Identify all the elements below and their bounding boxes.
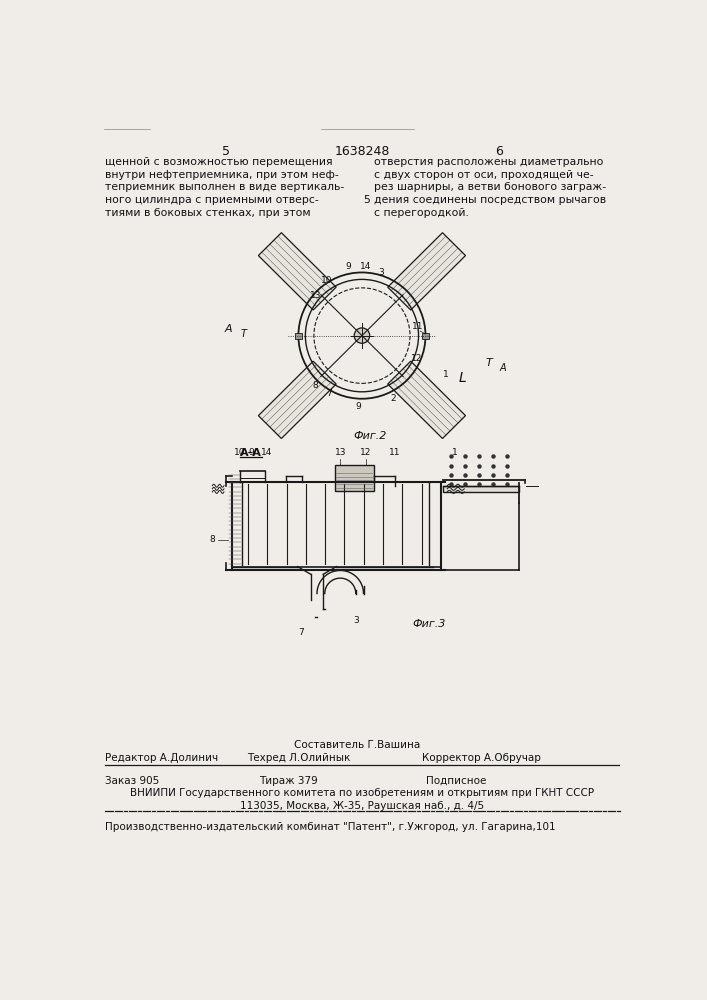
Polygon shape xyxy=(387,233,465,310)
Text: теприемник выполнен в виде вертикаль-: теприемник выполнен в виде вертикаль- xyxy=(105,182,345,192)
Text: Составитель Г.Вашина: Составитель Г.Вашина xyxy=(293,740,420,750)
Text: 13: 13 xyxy=(334,448,346,457)
Text: 3: 3 xyxy=(353,616,358,625)
Text: рез шарниры, а ветви бонового заграж-: рез шарниры, а ветви бонового заграж- xyxy=(373,182,606,192)
Text: 9: 9 xyxy=(345,262,351,271)
Text: щенной с возможностью перемещения: щенной с возможностью перемещения xyxy=(105,157,333,167)
Text: Т: Т xyxy=(240,329,246,339)
Text: 14: 14 xyxy=(261,448,272,457)
Text: Корректор А.Обручар: Корректор А.Обручар xyxy=(421,753,540,763)
Text: 8: 8 xyxy=(209,535,215,544)
Polygon shape xyxy=(387,361,465,439)
Text: с перегородкой.: с перегородкой. xyxy=(373,208,469,218)
Text: Фиг.2: Фиг.2 xyxy=(353,431,387,441)
Text: внутри нефтеприемника, при этом неф-: внутри нефтеприемника, при этом неф- xyxy=(105,170,339,180)
Text: 11: 11 xyxy=(412,322,423,331)
Text: 2: 2 xyxy=(390,394,396,403)
Text: 8: 8 xyxy=(312,381,318,390)
Text: дения соединены посредством рычагов: дения соединены посредством рычагов xyxy=(373,195,606,205)
Text: 7: 7 xyxy=(327,389,332,398)
Text: 10: 10 xyxy=(234,448,245,457)
Text: 1: 1 xyxy=(452,448,458,457)
Text: 9: 9 xyxy=(248,448,254,457)
Text: 7: 7 xyxy=(298,628,305,637)
Text: 1: 1 xyxy=(443,370,448,379)
Text: 3: 3 xyxy=(378,268,384,277)
Text: Заказ 905: Заказ 905 xyxy=(105,776,160,786)
Text: А: А xyxy=(224,324,232,334)
Text: А-А: А-А xyxy=(240,448,262,458)
Bar xyxy=(335,465,373,491)
Text: отверстия расположены диаметрально: отверстия расположены диаметрально xyxy=(373,157,603,167)
Text: L: L xyxy=(459,371,467,385)
Text: 113035, Москва, Ж-35, Раушская наб., д. 4/5: 113035, Москва, Ж-35, Раушская наб., д. … xyxy=(240,801,484,811)
Text: 1638248: 1638248 xyxy=(334,145,390,158)
Text: Тираж 379: Тираж 379 xyxy=(259,776,317,786)
Text: ВНИИПИ Государственного комитета по изобретениям и открытиям при ГКНТ СССР: ВНИИПИ Государственного комитета по изоб… xyxy=(130,788,594,798)
Text: Производственно-издательский комбинат "Патент", г.Ужгород, ул. Гагарина,101: Производственно-издательский комбинат "П… xyxy=(105,822,556,832)
Text: 5: 5 xyxy=(221,145,230,158)
Text: 14: 14 xyxy=(360,262,371,271)
Text: Т: Т xyxy=(486,358,492,368)
Text: 9: 9 xyxy=(355,402,361,411)
Text: с двух сторон от оси, проходящей че-: с двух сторон от оси, проходящей че- xyxy=(373,170,593,180)
Polygon shape xyxy=(258,361,337,439)
Bar xyxy=(296,333,301,339)
Text: Редактор А.Долинич: Редактор А.Долинич xyxy=(105,753,218,763)
Text: 10: 10 xyxy=(321,276,333,285)
Text: А: А xyxy=(500,363,506,373)
Text: Подписное: Подписное xyxy=(426,776,486,786)
Text: ного цилиндра с приемными отверс-: ного цилиндра с приемными отверс- xyxy=(105,195,319,205)
Text: 6: 6 xyxy=(495,145,503,158)
Text: 12: 12 xyxy=(360,448,371,457)
Text: 12: 12 xyxy=(411,354,422,363)
Circle shape xyxy=(354,328,370,343)
Text: тиями в боковых стенках, при этом: тиями в боковых стенках, при этом xyxy=(105,208,311,218)
Text: 13: 13 xyxy=(310,291,321,300)
Polygon shape xyxy=(258,233,337,310)
Text: Фиг.3: Фиг.3 xyxy=(413,619,446,629)
Text: 11: 11 xyxy=(389,448,400,457)
Text: Техред Л.Олийнык: Техред Л.Олийнык xyxy=(247,753,351,763)
Bar xyxy=(443,486,518,492)
Bar xyxy=(422,333,428,339)
Text: 5: 5 xyxy=(363,195,370,205)
